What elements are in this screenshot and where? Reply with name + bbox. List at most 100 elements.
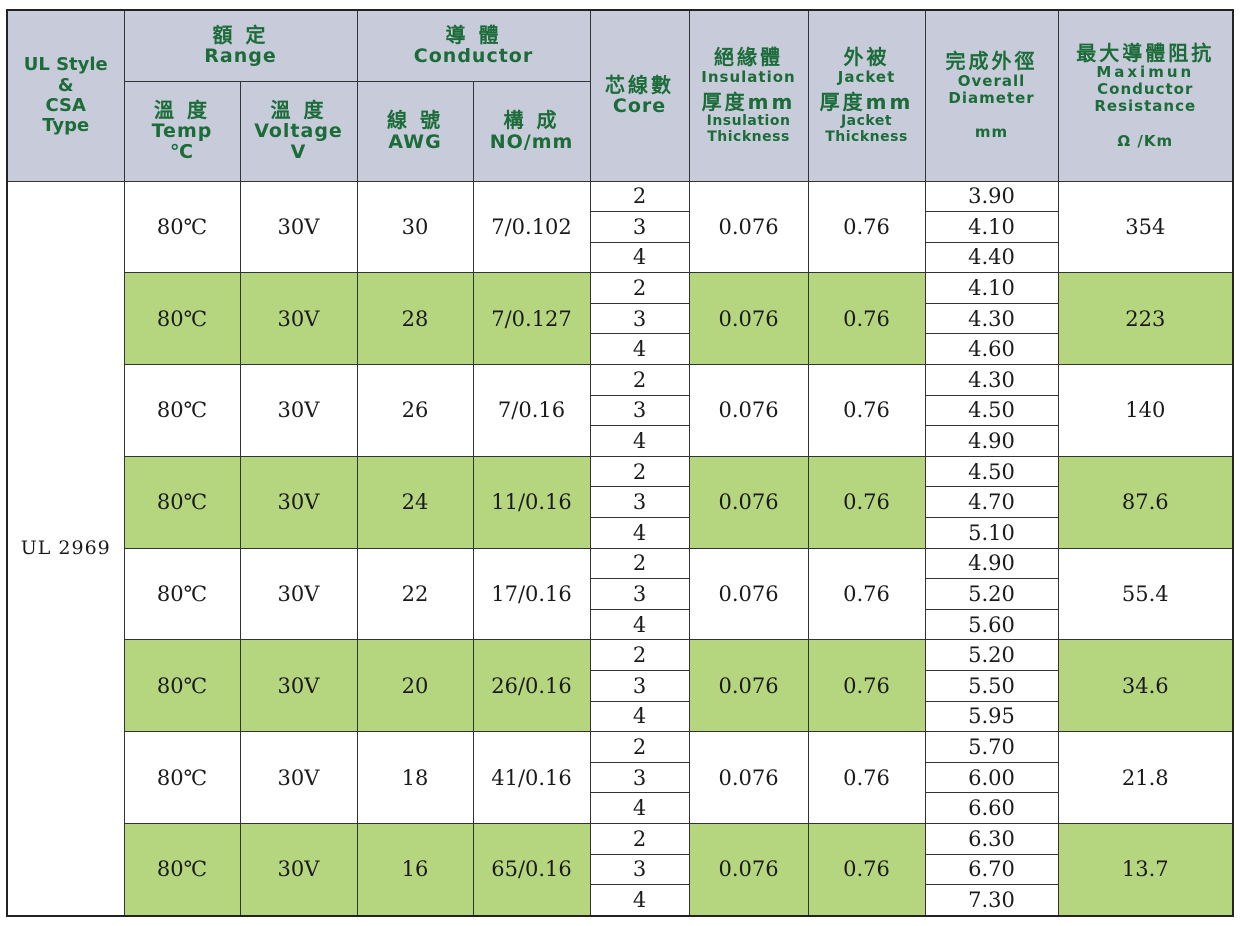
header-range-en: Range xyxy=(204,45,277,68)
table-row: 4 5.10 xyxy=(7,517,1233,549)
awg-cell: 18 xyxy=(356,731,474,824)
header-conductor-en: Conductor xyxy=(413,45,534,68)
overall-diameter-cell: 5.60 xyxy=(924,608,1059,641)
table-row: 80℃ 30V 18 41/0.16 2 0.076 0.76 5.70 21.8 xyxy=(7,731,1234,824)
voltage-cell: 30V xyxy=(239,731,358,824)
header-awg-en: AWG xyxy=(388,130,442,153)
temp-cell: 80℃ xyxy=(123,639,241,733)
jacket-cell: 0.76 xyxy=(807,180,926,274)
construction-cell: 65/0.16 xyxy=(472,822,591,917)
core-count-cell: 3 xyxy=(589,761,690,794)
core-count-cell: 4 xyxy=(589,333,690,366)
insulation-cell: 0.076 xyxy=(688,272,809,366)
core-count-cell: 3 xyxy=(589,211,690,243)
header-type-label: Type xyxy=(42,114,90,136)
table-row: 4 5.95 xyxy=(7,700,1233,733)
overall-diameter-cell: 4.30 xyxy=(924,364,1059,396)
table-row: 3 5.20 xyxy=(7,578,1233,610)
overall-diameter-cell: 4.90 xyxy=(924,547,1059,580)
core-count-cell: 2 xyxy=(589,639,690,671)
header-od-en1: Overall xyxy=(957,71,1026,90)
table-row: 3 5.50 xyxy=(7,670,1233,702)
header-jacket-thk-cjk: 厚度mm xyxy=(819,90,914,115)
awg-cell: 30 xyxy=(356,180,474,274)
resistance-cell: 87.6 xyxy=(1057,455,1234,549)
insulation-cell: 0.076 xyxy=(688,822,809,917)
overall-diameter-cell: 6.70 xyxy=(924,853,1059,886)
overall-diameter-cell: 5.50 xyxy=(924,670,1059,702)
insulation-cell: 0.076 xyxy=(688,639,809,733)
overall-diameter-cell: 4.10 xyxy=(924,272,1059,304)
header-amp: & xyxy=(57,74,74,96)
resistance-cell: 34.6 xyxy=(1057,639,1234,733)
temp-cell: 80℃ xyxy=(123,364,241,457)
resistance-cell: 223 xyxy=(1057,272,1234,366)
overall-diameter-cell: 4.50 xyxy=(924,394,1059,427)
core-count-cell: 4 xyxy=(589,425,690,457)
header-res-en3: Resistance xyxy=(1094,96,1197,115)
resistance-cell: 13.7 xyxy=(1057,822,1234,917)
header-od-cjk: 完成外徑 xyxy=(945,49,1038,74)
table-row: 80℃ 30V 22 17/0.16 2 0.076 0.76 4.90 55.4 xyxy=(7,547,1234,641)
header-temp-cjk: 溫 度 xyxy=(154,97,210,122)
header-type: UL Style & CSA Type xyxy=(6,9,125,182)
resistance-cell: 55.4 xyxy=(1057,547,1234,641)
header-insulation-en: Insulation xyxy=(701,67,796,86)
header-od-en2: Diameter xyxy=(948,88,1035,107)
core-count-cell: 3 xyxy=(589,853,690,886)
core-count-cell: 3 xyxy=(589,670,690,702)
header-conductor-cjk: 導 體 xyxy=(445,22,502,47)
core-count-cell: 4 xyxy=(589,517,690,549)
core-count-cell: 4 xyxy=(589,608,690,641)
table-row: 3 4.30 xyxy=(7,302,1233,335)
header-conductor: 導 體 Conductor xyxy=(356,9,591,82)
awg-cell: 24 xyxy=(356,455,474,549)
core-count-cell: 3 xyxy=(589,394,690,427)
table-row: 4 6.60 xyxy=(7,792,1233,824)
header-overall-diameter: 完成外徑 Overall Diameter mm xyxy=(924,9,1059,182)
awg-cell: 16 xyxy=(356,822,474,917)
overall-diameter-cell: 7.30 xyxy=(924,884,1059,917)
header-insulation-thk-en2: Thickness xyxy=(707,128,790,145)
header-range-cjk: 額 定 xyxy=(212,22,269,47)
insulation-cell: 0.076 xyxy=(688,547,809,641)
header-jacket-thk-en1: Jacket xyxy=(840,112,893,129)
header-voltage-cjk: 溫 度 xyxy=(270,97,327,122)
overall-diameter-cell: 5.20 xyxy=(924,578,1059,610)
table-row: 4 4.90 xyxy=(7,425,1233,457)
header-res-cjk: 最大導體阻抗 xyxy=(1076,40,1215,65)
insulation-cell: 0.076 xyxy=(688,731,809,824)
core-count-cell: 2 xyxy=(589,547,690,580)
overall-diameter-cell: 4.10 xyxy=(924,211,1059,243)
temp-cell: 80℃ xyxy=(123,547,241,641)
overall-diameter-cell: 4.70 xyxy=(924,486,1059,519)
jacket-cell: 0.76 xyxy=(807,731,926,824)
construction-cell: 11/0.16 xyxy=(472,455,591,549)
construction-cell: 7/0.16 xyxy=(472,364,591,457)
header-range: 額 定 Range xyxy=(123,9,358,82)
header-jacket-cjk: 外被 xyxy=(843,45,890,70)
awg-cell: 20 xyxy=(356,639,474,733)
header-jacket-en: Jacket xyxy=(837,67,896,86)
header-no-cjk: 構 成 xyxy=(503,108,560,133)
table-row: 80℃ 30V 16 65/0.16 2 0.076 0.76 6.30 13.7 xyxy=(7,822,1234,917)
core-count-cell: 3 xyxy=(589,486,690,519)
overall-diameter-cell: 4.40 xyxy=(924,241,1059,274)
table-row: 3 4.50 xyxy=(7,394,1233,427)
header-insulation-thk-en1: Insulation xyxy=(706,112,791,129)
header-no-en: NO/mm xyxy=(489,130,574,153)
overall-diameter-cell: 5.10 xyxy=(924,517,1059,549)
table-row: 80℃ 30V 28 7/0.127 2 0.076 0.76 4.10 223 xyxy=(7,272,1234,366)
table-row: 80℃ 30V 20 26/0.16 2 0.076 0.76 5.20 34.6 xyxy=(7,639,1234,733)
core-count-cell: 4 xyxy=(589,241,690,274)
awg-cell: 22 xyxy=(356,547,474,641)
header-awg-cjk: 線 號 xyxy=(387,108,443,133)
insulation-cell: 0.076 xyxy=(688,455,809,549)
temp-cell: 80℃ xyxy=(123,822,241,917)
header-od-unit: mm xyxy=(974,123,1009,142)
core-count-cell: 4 xyxy=(589,884,690,917)
header-temp: 溫 度 Temp ℃ xyxy=(123,80,241,182)
voltage-cell: 30V xyxy=(239,180,358,274)
header-insulation-cjk: 絕緣體 xyxy=(714,45,784,70)
temp-cell: 80℃ xyxy=(123,180,241,274)
